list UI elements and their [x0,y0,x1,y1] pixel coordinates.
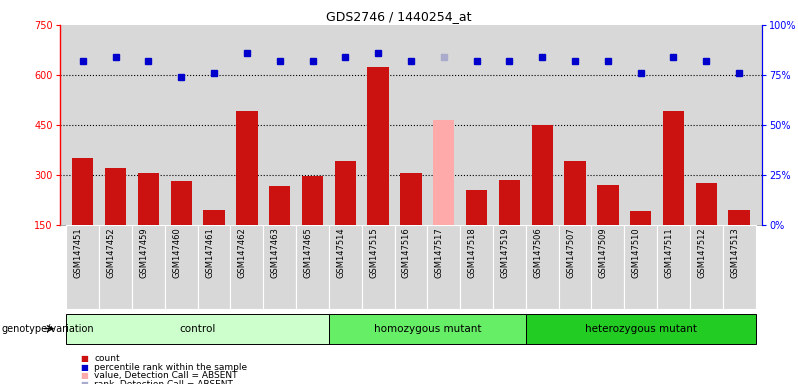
Bar [171,181,192,225]
Bar [236,111,258,225]
Bar [263,225,296,309]
Text: control: control [180,324,216,334]
Bar [591,225,624,309]
Bar [466,190,488,225]
Text: ■: ■ [80,362,88,372]
Text: value, Detection Call = ABSENT: value, Detection Call = ABSENT [94,371,238,380]
Bar [499,180,520,225]
Bar [368,66,389,225]
Text: GSM147518: GSM147518 [468,227,476,278]
Text: GSM147513: GSM147513 [730,227,739,278]
Text: rank, Detection Call = ABSENT: rank, Detection Call = ABSENT [94,379,233,384]
Text: genotype/variation: genotype/variation [2,324,94,334]
Bar [231,225,263,309]
Bar [460,225,493,309]
Bar [165,225,198,309]
Text: GSM147509: GSM147509 [598,227,608,278]
Bar [564,161,586,225]
Text: count: count [94,354,120,363]
Bar [723,225,756,309]
Bar [597,185,618,225]
Text: heterozygous mutant: heterozygous mutant [585,324,697,334]
Text: GSM147516: GSM147516 [402,227,411,278]
Bar [526,314,756,344]
Text: GSM147451: GSM147451 [74,227,83,278]
Bar [428,225,460,309]
Bar [696,183,717,225]
Bar [132,225,165,309]
Bar [493,225,526,309]
Bar [433,120,454,225]
Text: ■: ■ [80,379,88,384]
Bar [302,176,323,225]
Bar [334,161,356,225]
Text: GSM147507: GSM147507 [566,227,575,278]
Text: GDS2746 / 1440254_at: GDS2746 / 1440254_at [326,10,472,23]
Text: GSM147461: GSM147461 [205,227,214,278]
Text: homozygous mutant: homozygous mutant [373,324,481,334]
Text: GSM147465: GSM147465 [303,227,313,278]
Bar [361,225,394,309]
Bar [663,111,684,225]
Text: GSM147514: GSM147514 [336,227,346,278]
Text: percentile rank within the sample: percentile rank within the sample [94,362,247,372]
Bar [526,225,559,309]
Bar [531,125,553,225]
Bar [690,225,723,309]
Bar [329,314,526,344]
Bar [329,225,361,309]
Bar [105,168,126,225]
Text: GSM147460: GSM147460 [172,227,181,278]
Bar [138,173,159,225]
Bar [657,225,690,309]
Bar [269,186,290,225]
Bar [394,225,428,309]
Bar [99,225,132,309]
Text: GSM147452: GSM147452 [107,227,116,278]
Text: GSM147515: GSM147515 [369,227,378,278]
Bar [296,225,329,309]
Bar [198,225,231,309]
Text: GSM147512: GSM147512 [697,227,706,278]
Text: GSM147506: GSM147506 [533,227,542,278]
Text: GSM147459: GSM147459 [140,227,148,278]
Text: ■: ■ [80,354,88,363]
Text: GSM147511: GSM147511 [665,227,674,278]
Bar [72,158,93,225]
Bar [66,225,99,309]
Text: GSM147462: GSM147462 [238,227,247,278]
Bar [630,211,651,225]
Text: GSM147517: GSM147517 [435,227,444,278]
Text: GSM147463: GSM147463 [271,227,280,278]
Text: ■: ■ [80,371,88,380]
Bar [203,210,225,225]
Bar [66,314,329,344]
Text: GSM147519: GSM147519 [500,227,509,278]
Bar [729,210,750,225]
Bar [559,225,591,309]
Bar [624,225,657,309]
Text: GSM147510: GSM147510 [632,227,641,278]
Bar [401,173,421,225]
